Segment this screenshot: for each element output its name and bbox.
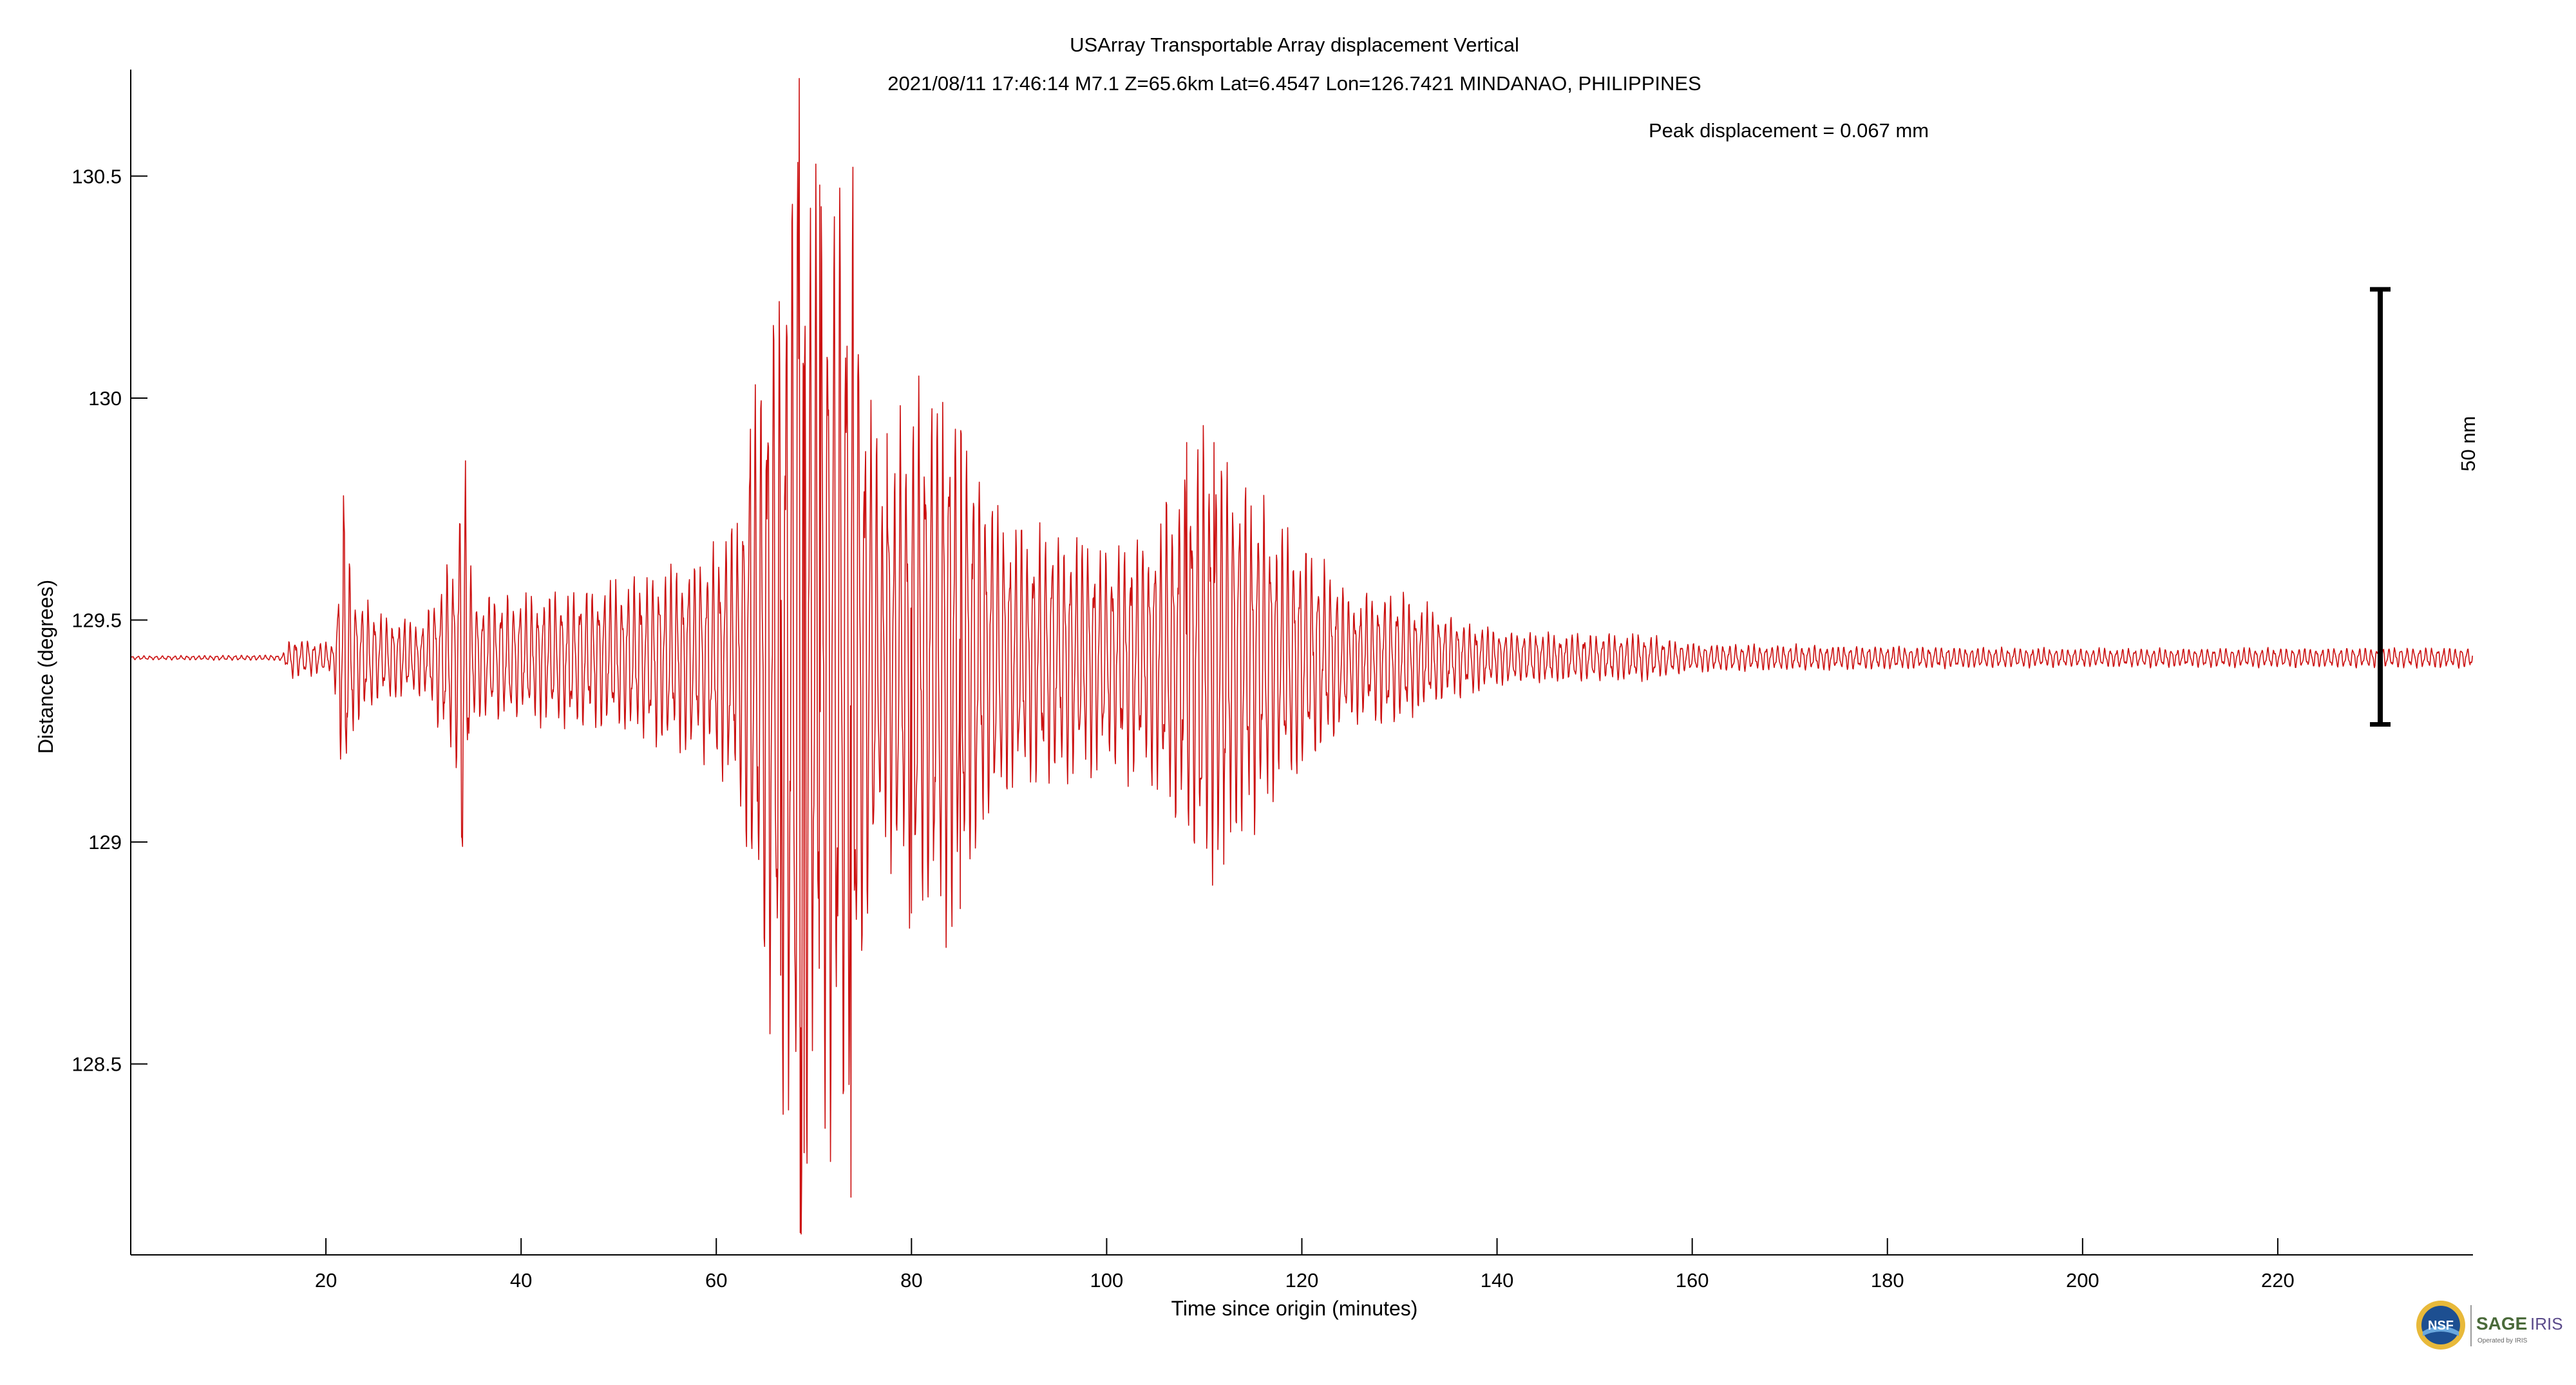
y-tick-label: 129 bbox=[88, 831, 122, 854]
nsf-seal-text: NSF bbox=[2428, 1319, 2454, 1333]
operated-by-text: Operated by IRIS bbox=[2477, 1337, 2528, 1344]
x-tick-label: 120 bbox=[1285, 1269, 1319, 1292]
sage-logo-text: SAGE bbox=[2476, 1313, 2527, 1333]
x-tick-label: 220 bbox=[2261, 1269, 2295, 1292]
y-axis-ticks: 128.5 129 129.5 130 130.5 bbox=[71, 165, 147, 1076]
y-tick-label: 130 bbox=[88, 387, 122, 410]
scale-bar-label: 50 nm bbox=[2457, 416, 2479, 472]
y-tick-label: 128.5 bbox=[71, 1053, 122, 1076]
scale-bar: 50 nm bbox=[2370, 287, 2479, 727]
x-axis-ticks: 20 40 60 80 100 120 140 160 180 200 220 bbox=[315, 1238, 2295, 1292]
x-tick-label: 140 bbox=[1481, 1269, 1514, 1292]
x-tick-label: 20 bbox=[315, 1269, 337, 1292]
chart-title: USArray Transportable Array displacement… bbox=[1070, 33, 1519, 56]
x-tick-label: 200 bbox=[2066, 1269, 2099, 1292]
iris-logo-text: IRIS bbox=[2530, 1314, 2563, 1333]
x-tick-label: 100 bbox=[1090, 1269, 1124, 1292]
x-tick-label: 160 bbox=[1676, 1269, 1709, 1292]
chart-subtitle: 2021/08/11 17:46:14 M7.1 Z=65.6km Lat=6.… bbox=[887, 72, 1701, 95]
nsf-sage-iris-logo: NSF SAGE IRIS Operated by IRIS bbox=[2416, 1301, 2563, 1350]
y-axis-label: Distance (degrees) bbox=[34, 580, 57, 754]
x-tick-label: 40 bbox=[510, 1269, 532, 1292]
x-tick-label: 80 bbox=[900, 1269, 922, 1292]
plot-area: 20 40 60 80 100 120 140 160 180 200 220 128.512912… bbox=[71, 70, 2479, 1292]
y-tick-label: 129.5 bbox=[71, 609, 122, 632]
nsf-seal-icon: NSF bbox=[2416, 1301, 2465, 1350]
x-tick-label: 60 bbox=[705, 1269, 727, 1292]
seismogram-trace bbox=[131, 77, 2473, 1235]
x-tick-label: 180 bbox=[1871, 1269, 1904, 1292]
x-axis-label: Time since origin (minutes) bbox=[1171, 1297, 1418, 1320]
y-tick-label: 130.5 bbox=[71, 165, 122, 187]
peak-displacement-annotation: Peak displacement = 0.067 mm bbox=[1649, 119, 1929, 142]
